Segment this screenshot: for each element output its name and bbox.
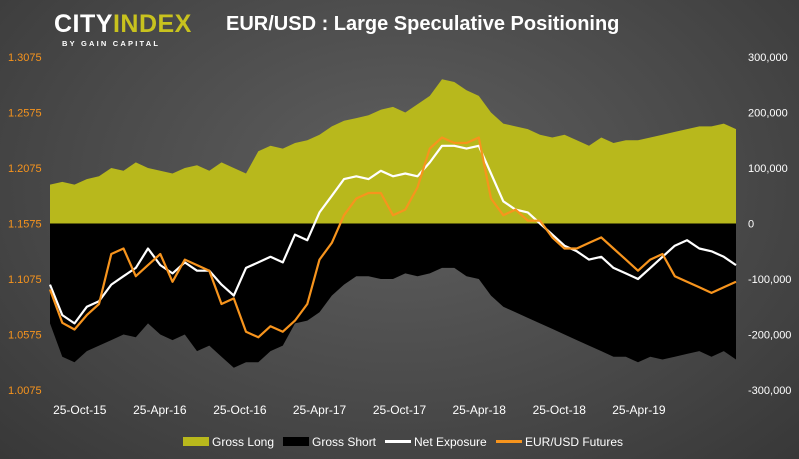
y-right-tick-label: 200,000 <box>748 108 788 120</box>
chart-title: EUR/USD : Large Speculative Positioning <box>226 13 620 35</box>
x-tick-label: 25-Apr-17 <box>293 403 347 417</box>
x-tick-label: 25-Apr-18 <box>453 403 507 417</box>
y-right-tick-label: -300,000 <box>748 385 791 397</box>
plot-area <box>48 79 737 368</box>
axes: 1.3075 1.2575 1.2075 1.1575 1.1075 1.0575 1.00… <box>8 52 791 417</box>
y-left-tick-label: 1.0575 <box>8 330 42 342</box>
legend-swatch-gross-short <box>283 437 309 446</box>
x-tick-label: 25-Oct-16 <box>213 403 267 417</box>
x-tick-label: 25-Apr-16 <box>133 403 187 417</box>
y-right-tick-label: 0 <box>748 219 754 231</box>
legend-label-gross-short: Gross Short <box>312 435 377 449</box>
legend-swatch-gross-long <box>183 437 209 446</box>
logo-word-city: CITY <box>54 10 113 38</box>
x-tick-label: 25-Oct-18 <box>533 403 587 417</box>
y-right-tick-label: -100,000 <box>748 274 791 286</box>
x-tick-label: 25-Oct-15 <box>53 403 107 417</box>
y-left-tick-label: 1.2575 <box>8 108 42 120</box>
x-tick-label: 25-Apr-19 <box>612 403 666 417</box>
y-left-tick-label: 1.0075 <box>8 385 42 397</box>
legend: Gross Long Gross Short Net Exposure EUR/USD… <box>183 435 623 449</box>
y-left-tick-label: 1.1575 <box>8 219 42 231</box>
city-index-logo: CITYINDEX BY GAIN CAPITAL <box>54 10 194 50</box>
legend-label-gross-long: Gross Long <box>212 435 274 449</box>
y-right-tick-label: -200,000 <box>748 330 791 342</box>
series-area-gross-long <box>50 79 736 224</box>
y-right-tick-label: 100,000 <box>748 163 788 175</box>
logo-word-index: INDEX <box>112 10 192 38</box>
series-line-eur-usd-futures <box>48 136 737 339</box>
logo-wordmark: CITYINDEX <box>54 10 192 38</box>
y-right-tick-label: 300,000 <box>748 52 788 64</box>
legend-label-eur-usd-futures: EUR/USD Futures <box>525 435 623 449</box>
legend-label-net-exposure: Net Exposure <box>414 435 487 449</box>
x-tick-label: 25-Oct-17 <box>373 403 427 417</box>
y-left-tick-label: 1.2075 <box>8 163 42 175</box>
series-area-gross-short <box>50 223 736 368</box>
y-left-tick-label: 1.3075 <box>8 52 42 64</box>
series-line-net-exposure <box>48 144 737 325</box>
y-left-tick-label: 1.1075 <box>8 274 42 286</box>
logo-tagline: BY GAIN CAPITAL <box>62 39 161 48</box>
